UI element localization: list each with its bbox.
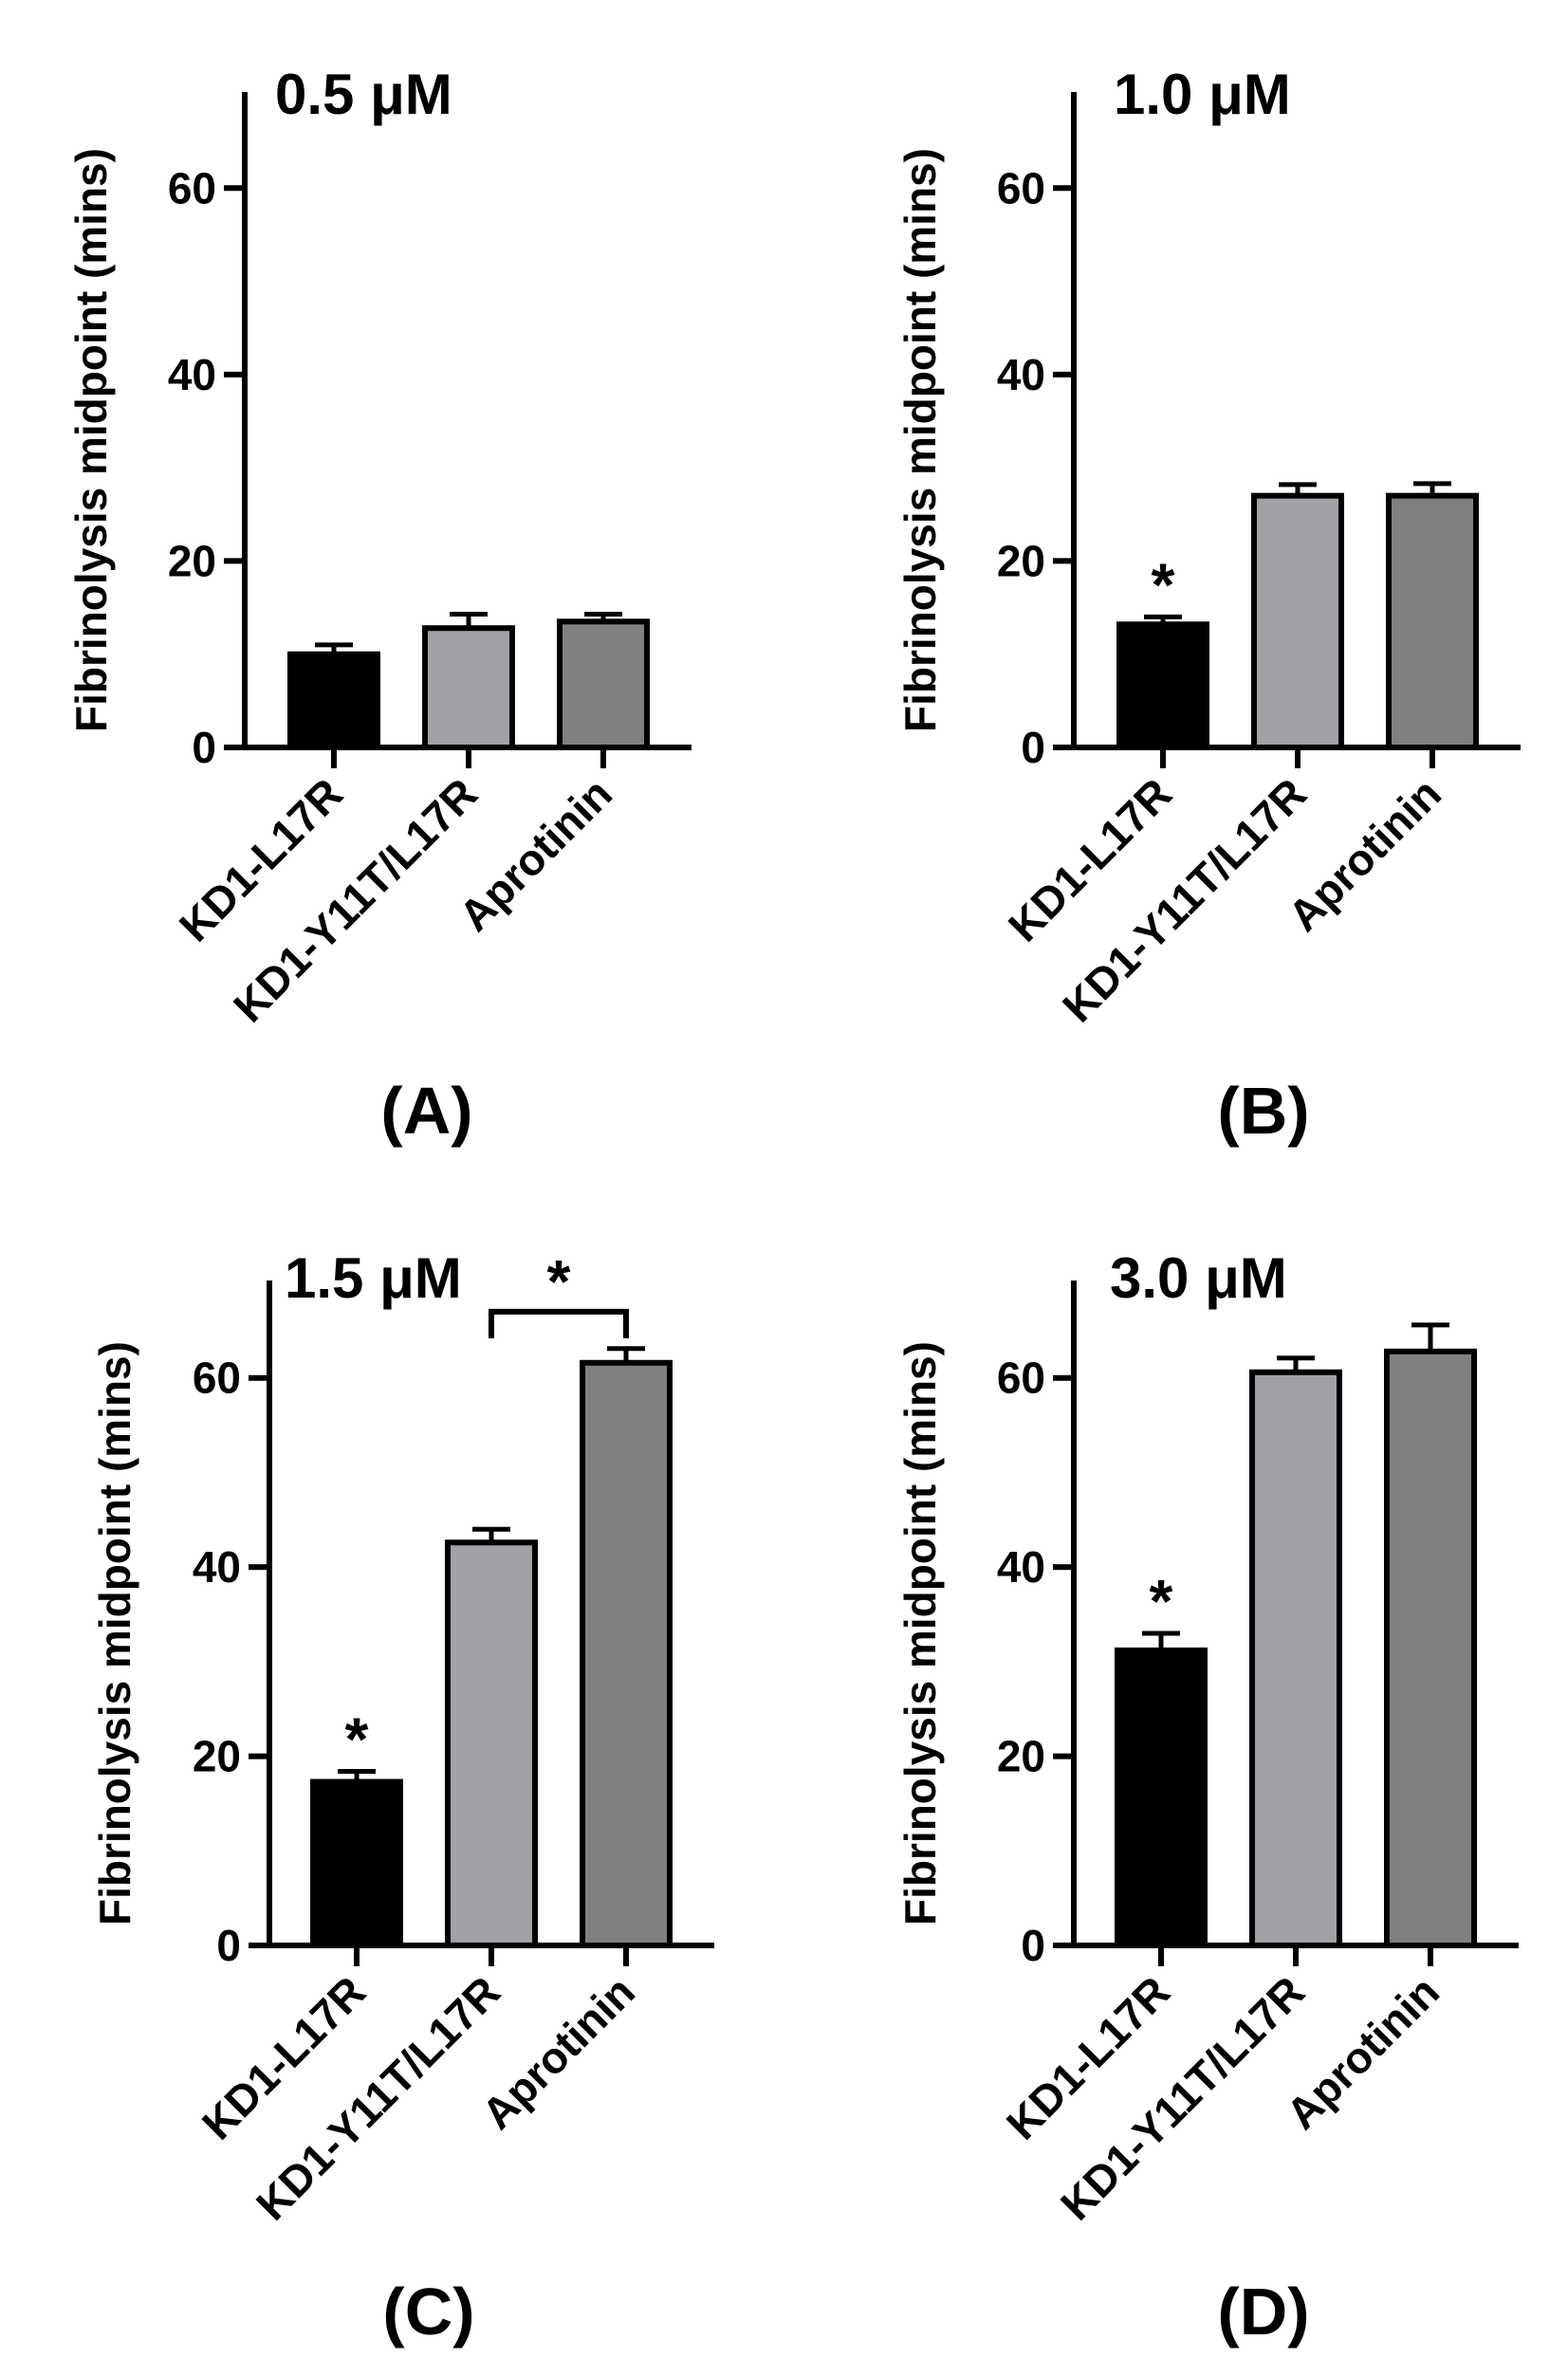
panel-c-chart: 0 20 40 60 Fibrinolysis midpoint (mins) 1.5 μ… bbox=[90, 1246, 714, 2349]
panel-d-bar-2 bbox=[1249, 1369, 1342, 1948]
panel-c-ytick-label: 40 bbox=[193, 1542, 241, 1592]
panel-c-category-label: KD1-Y11T/L17R bbox=[247, 1966, 509, 2229]
panel-d-ytick-label: 40 bbox=[997, 1542, 1045, 1592]
panel-d-y-axis-label: Fibrinolysis midpoint (mins) bbox=[895, 1341, 945, 1926]
panel-d-significance-star: * bbox=[1150, 1567, 1173, 1635]
panel-d-category-label: KD1-Y11T/L17R bbox=[1051, 1966, 1314, 2229]
panel-d-concentration-label: 3.0 μM bbox=[1110, 1246, 1287, 1310]
panel-a-category-label: KD1-Y11T/L17R bbox=[224, 768, 487, 1031]
panel-a-concentration-label: 0.5 μM bbox=[275, 63, 452, 126]
panel-c-bar-3 bbox=[580, 1359, 673, 1948]
panel-c-bar-1 bbox=[310, 1778, 403, 1948]
panel-a-ytick-label: 0 bbox=[192, 723, 216, 772]
panel-a-bar-2 bbox=[422, 625, 515, 750]
panel-c-y-axis-label: Fibrinolysis midpoint (mins) bbox=[90, 1341, 139, 1926]
panel-c-concentration-label: 1.5 μM bbox=[285, 1246, 462, 1310]
panel-b-bar-3 bbox=[1386, 492, 1479, 751]
panel-c-significance-bracket bbox=[489, 1308, 629, 1338]
panel-b-y-axis-label: Fibrinolysis midpoint (mins) bbox=[895, 148, 945, 732]
panel-a-chart: 0 20 40 60 Fibrinolysis midpoint (mins) 0.5 μ… bbox=[66, 63, 692, 1148]
panel-b-bar-2 bbox=[1251, 492, 1344, 751]
panel-c-ytick-label: 20 bbox=[193, 1732, 241, 1781]
panel-d-panel-letter: (D) bbox=[1217, 2275, 1309, 2349]
panel-b-chart: 0 20 40 60 Fibrinolysis midpoint (mins) 1.0 μ… bbox=[895, 63, 1521, 1148]
panel-b-category-label: KD1-Y11T/L17R bbox=[1053, 768, 1316, 1031]
panel-a-ytick-label: 20 bbox=[168, 536, 216, 585]
panel-c-bracket-star: * bbox=[547, 1247, 571, 1316]
panel-b-panel-letter: (B) bbox=[1217, 1074, 1309, 1148]
panel-d-bar-1 bbox=[1115, 1647, 1208, 1948]
panel-a-bar-1 bbox=[287, 651, 380, 751]
panel-b-ytick-label: 20 bbox=[997, 536, 1045, 585]
panel-d-ytick-label: 60 bbox=[997, 1354, 1045, 1403]
panel-a-ytick-label: 40 bbox=[168, 350, 216, 399]
panel-d-chart: 0 20 40 60 Fibrinolysis midpoint (mins) 3.0 μ… bbox=[895, 1246, 1519, 2349]
panel-d-ytick-label: 20 bbox=[997, 1732, 1045, 1781]
panel-a-panel-letter: (A) bbox=[380, 1074, 472, 1148]
panel-a-ytick-label: 60 bbox=[168, 163, 216, 212]
panel-d-ytick-label: 0 bbox=[1021, 1921, 1045, 1970]
panel-c-significance-star: * bbox=[345, 1705, 369, 1774]
panel-b-bar-1 bbox=[1116, 621, 1209, 751]
panel-c-panel-letter: (C) bbox=[382, 2275, 474, 2349]
panel-c-bar-2 bbox=[445, 1539, 538, 1948]
panel-c-ytick-label: 0 bbox=[216, 1921, 241, 1970]
panel-a-y-axis-label: Fibrinolysis midpoint (mins) bbox=[66, 148, 116, 732]
panel-d-bar-3 bbox=[1384, 1348, 1477, 1948]
panel-b-significance-star: * bbox=[1152, 550, 1175, 618]
panel-a-bar-3 bbox=[557, 618, 650, 750]
panel-b-concentration-label: 1.0 μM bbox=[1114, 63, 1291, 126]
panel-b-ytick-label: 60 bbox=[997, 163, 1045, 212]
panel-c-ytick-label: 60 bbox=[193, 1354, 241, 1403]
panel-b-ytick-label: 40 bbox=[997, 350, 1045, 399]
panel-b-ytick-label: 0 bbox=[1021, 723, 1045, 772]
